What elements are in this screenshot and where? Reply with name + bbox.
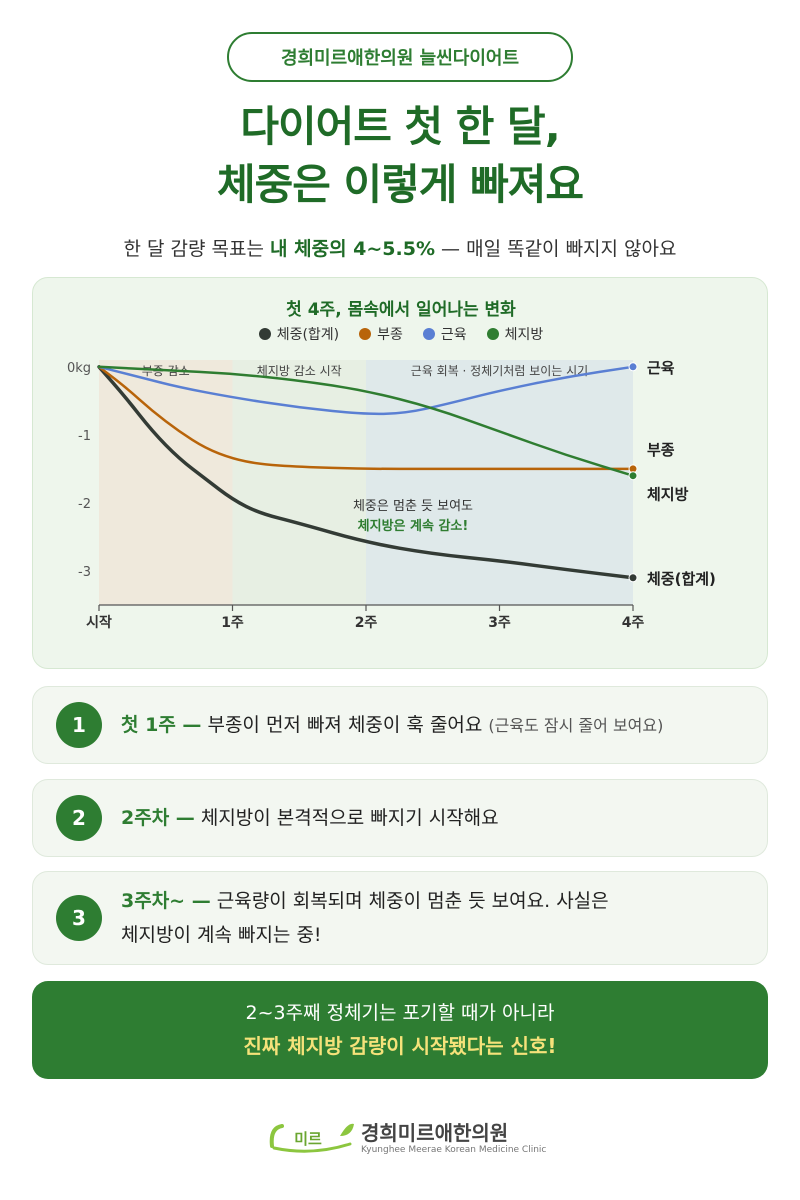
y-tick-label-1: -1: [78, 429, 91, 444]
banner-line-1: 2~3주째 정체기는 포기할 때가 아니라: [245, 1002, 555, 1024]
chart-annotation-line-1: 체중은 멈춘 듯 보여도: [353, 499, 473, 514]
legend-item-fat: 체지방: [486, 324, 544, 344]
step-card-2: 2 2주차 — 체지방이 본격적으로 빠지기 시작해요: [32, 779, 768, 857]
step-number-1: 1: [56, 702, 102, 748]
y-tick-label-3: -3: [78, 565, 91, 580]
headline-line-1: 다이어트 첫 한 달,: [240, 102, 560, 151]
x-tick-label-3: 3주: [488, 615, 511, 631]
clinic-english-name: Kyunghee Meerae Korean Medicine Clinic: [361, 1145, 547, 1155]
series-line-weight: [97, 365, 635, 580]
subline-after: — 매일 똑같이 빠지지 않아요: [435, 238, 677, 260]
x-tick-label-0: 시작: [86, 614, 112, 631]
y-tick-label-0: 0kg: [67, 361, 91, 376]
series-end-label-edema: 부종: [647, 441, 675, 459]
subline-before: 한 달 감량 목표는: [123, 238, 271, 260]
step-text-1: 첫 1주 — 부종이 먼저 빠져 체중이 훅 줄어요 (근육도 잠시 줄어 보여…: [121, 708, 747, 743]
chart-annotation-line-2: 체지방은 계속 감소!: [358, 518, 469, 534]
legend-dot-fat: [486, 328, 499, 340]
step-text-2: 2주차 — 체지방이 본격적으로 빠지기 시작해요: [121, 801, 747, 835]
step-number-2: 2: [56, 795, 102, 841]
step-number-3: 3: [56, 895, 102, 941]
conclusion-banner: 2~3주째 정체기는 포기할 때가 아니라 진짜 체지방 감량이 시작됐다는 신…: [32, 981, 768, 1079]
phase-band-1: [232, 360, 366, 605]
step-highlight-3: 3주차~ —: [121, 890, 211, 912]
chart-card: 첫 4주, 몸속에서 일어나는 변화 체중(합계) 부종 근육 체지방 부종 감…: [32, 277, 768, 669]
series-end-point-weight: [628, 573, 638, 583]
headline-line-2: 체중은 이렇게 빠져요: [216, 160, 584, 209]
chart-legend: 체중(합계) 부종 근육 체지방: [33, 324, 769, 344]
legend-dot-weight: [258, 328, 271, 340]
logo-mark-text: 미르: [294, 1130, 322, 1148]
series-end-point-fat: [628, 471, 638, 481]
legend-item-muscle: 근육: [422, 324, 467, 344]
chart-title: 첫 4주, 몸속에서 일어나는 변화: [286, 300, 516, 320]
subline: 한 달 감량 목표는 내 체중의 4~5.5% — 매일 똑같이 빠지지 않아요: [0, 234, 800, 261]
series-end-label-muscle: 근육: [647, 359, 675, 377]
legend-item-weight: 체중(합계): [258, 324, 340, 344]
series-end-label-fat: 체지방: [647, 486, 689, 504]
legend-label-weight: 체중(합계): [276, 327, 340, 343]
legend-dot-edema: [359, 328, 372, 340]
series-line-edema: [97, 365, 635, 471]
x-tick-label-2: 2주: [355, 615, 378, 631]
legend-dot-muscle: [422, 328, 435, 340]
clinic-name: 경희미르애한의원: [361, 1121, 509, 1145]
series-line-muscle: [97, 365, 635, 416]
step-body-1: 부종이 먼저 빠져 체중이 훅 줄어요: [201, 714, 489, 736]
legend-item-edema: 부종: [359, 324, 403, 344]
step-line-3b: 체지방이 계속 빠지는 중!: [121, 924, 322, 946]
x-tick-label-4: 4주: [622, 615, 645, 631]
step-card-3: 3 3주차~ — 근육량이 회복되며 체중이 멈춘 듯 보여요. 사실은 체지방…: [32, 871, 768, 965]
legend-label-edema: 부종: [377, 327, 403, 343]
subline-bold: 내 체중의 4~5.5%: [270, 238, 436, 260]
series-line-fat: [97, 365, 635, 477]
clinic-logo-icon: 미르: [269, 1123, 354, 1153]
step-body-3: 근육량이 회복되며 체중이 멈춘 듯 보여요. 사실은: [210, 890, 609, 912]
series-end-point-muscle: [628, 362, 638, 372]
brand-badge: 경희미르애한의원 늘씬다이어트: [227, 32, 573, 82]
step-body-2: 체지방이 본격적으로 빠지기 시작해요: [194, 807, 499, 829]
legend-label-fat: 체지방: [504, 327, 544, 343]
headline: 다이어트 첫 한 달, 체중은 이렇게 빠져요: [0, 98, 800, 214]
legend-label-muscle: 근육: [440, 327, 467, 343]
step-highlight-1: 첫 1주 —: [121, 714, 202, 736]
series-end-label-weight: 체중(합계): [647, 570, 716, 588]
phase-label-2: 근육 회복 · 정체기처럼 보이는 시기: [411, 364, 588, 378]
step-text-3: 3주차~ — 근육량이 회복되며 체중이 멈춘 듯 보여요. 사실은 체지방이 …: [121, 884, 747, 952]
phase-band-2: [366, 360, 633, 605]
step-card-1: 1 첫 1주 — 부종이 먼저 빠져 체중이 훅 줄어요 (근육도 잠시 줄어 …: [32, 686, 768, 764]
step-highlight-2: 2주차 —: [121, 807, 195, 829]
banner-line-2: 진짜 체지방 감량이 시작됐다는 신호!: [243, 1034, 557, 1058]
x-tick-label-1: 1주: [221, 615, 244, 631]
y-tick-label-2: -2: [78, 497, 91, 512]
phase-label-1: 체지방 감소 시작: [257, 364, 342, 378]
step-note-1: (근육도 잠시 줄어 보여요): [488, 716, 664, 735]
step-line-3a: 3주차~ — 근육량이 회복되며 체중이 멈춘 듯 보여요. 사실은: [121, 884, 747, 918]
